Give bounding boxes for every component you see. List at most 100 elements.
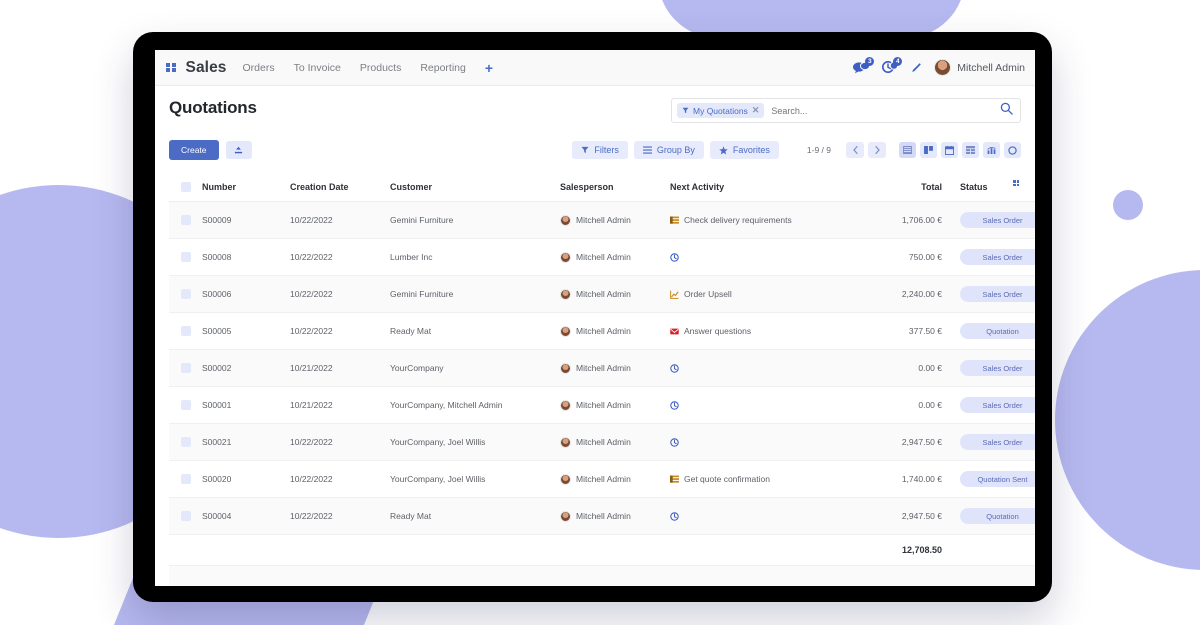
pivot-view-icon[interactable] [962,142,979,158]
add-menu-icon[interactable]: + [484,59,494,76]
column-header-number[interactable]: Number [202,173,290,202]
row-checkbox[interactable] [181,215,191,225]
app-bar-right-group: 3 4 Mitchell Admin [853,57,1025,76]
cell-creation-date: 10/22/2022 [290,460,390,498]
column-header-customer[interactable]: Customer [390,173,560,202]
row-checkbox[interactable] [181,252,191,262]
search-facet-my-quotations[interactable]: My Quotations ✕ [677,103,765,118]
cell-next-activity[interactable] [670,423,870,461]
menu-item-to-invoice[interactable]: To Invoice [293,61,341,74]
avatar [560,436,571,448]
status-badge: Sales Order [960,286,1035,302]
user-menu[interactable]: Mitchell Admin [934,59,1025,76]
status-badge: Sales Order [960,397,1035,413]
apps-grid-icon[interactable] [166,62,176,73]
user-name-label: Mitchell Admin [957,61,1025,74]
messages-icon[interactable]: 3 [853,57,875,74]
cell-next-activity[interactable]: Answer questions [670,312,870,350]
pager-next-button[interactable] [868,142,886,158]
search-facet-remove-icon[interactable]: ✕ [751,105,760,115]
list-view-icon[interactable] [899,142,916,158]
favorites-button[interactable]: Favorites [709,141,779,159]
cell-next-activity[interactable]: Get quote confirmation [670,460,870,498]
cell-salesperson: Mitchell Admin [560,312,670,350]
row-checkbox[interactable] [181,326,191,336]
messages-badge: 3 [865,57,875,66]
cell-creation-date: 10/22/2022 [290,497,390,535]
table-row[interactable]: S00008 10/22/2022 Lumber Inc Mitchell Admin… [169,238,1035,276]
row-checkbox[interactable] [181,289,191,299]
cell-total: 377.50 € [870,312,960,350]
activity-view-icon[interactable] [1004,142,1021,158]
pager-previous-button[interactable] [846,142,864,158]
filters-label: Filters [594,145,619,155]
pencil-icon[interactable] [910,62,922,74]
cell-status: Quotation [960,497,1035,535]
row-checkbox[interactable] [181,474,191,484]
status-badge: Quotation Sent [960,471,1035,487]
list-orange-icon [670,216,679,224]
create-button[interactable]: Create [169,140,219,160]
cell-next-activity[interactable] [670,386,870,424]
table-total-row: 12,708.50 [169,534,1035,566]
cell-next-activity[interactable] [670,238,870,276]
select-all-checkbox[interactable] [181,182,191,192]
table-row[interactable]: S00020 10/22/2022 YourCompany, Joel Willis… [169,460,1035,498]
graph-view-icon[interactable] [983,142,1000,158]
row-select-cell [169,460,202,498]
cell-next-activity[interactable]: Check delivery requirements [670,201,870,239]
row-select-cell [169,275,202,313]
search-bar[interactable]: My Quotations ✕ [671,98,1021,123]
group-by-button[interactable]: Group By [633,141,704,159]
column-header-status[interactable]: Status [960,173,1035,202]
menu-item-products[interactable]: Products [359,61,402,74]
calendar-view-icon[interactable] [941,142,958,158]
cell-next-activity[interactable] [670,349,870,387]
table-row[interactable]: S00001 10/21/2022 YourCompany, Mitchell Ad… [169,386,1035,424]
filters-button[interactable]: Filters [572,141,628,159]
row-checkbox[interactable] [181,363,191,373]
list-toolbar: Create Filters [169,140,1021,160]
cell-salesperson: Mitchell Admin [560,238,670,276]
cell-total: 2,240.00 € [870,275,960,313]
group-by-label: Group By [656,145,695,155]
row-checkbox[interactable] [181,437,191,447]
table-row[interactable]: S00021 10/22/2022 YourCompany, Joel Willis… [169,423,1035,461]
column-header-total[interactable]: Total [870,173,960,202]
cell-total: 750.00 € [870,238,960,276]
menu-item-reporting[interactable]: Reporting [420,61,466,74]
tablet-device-frame: Sales Orders To Invoice Products Reporti… [133,32,1052,602]
table-row[interactable]: S00006 10/22/2022 Gemini Furniture Mitchell… [169,275,1035,313]
cell-next-activity[interactable]: Order Upsell [670,275,870,313]
salesperson-name: Mitchell Admin [576,215,631,225]
search-input[interactable] [771,105,1000,116]
row-select-cell [169,386,202,424]
activities-icon[interactable]: 4 [882,57,903,74]
row-checkbox[interactable] [181,511,191,521]
column-header-salesperson[interactable]: Salesperson [560,173,670,202]
cell-number: S00004 [202,497,290,535]
search-icon[interactable] [1000,102,1013,120]
row-checkbox[interactable] [181,400,191,410]
cell-number: S00002 [202,349,290,387]
table-row[interactable]: S00009 10/22/2022 Gemini Furniture Mitchell… [169,201,1035,239]
kanban-view-icon[interactable] [920,142,937,158]
next-activity-label: Check delivery requirements [684,215,792,225]
cell-next-activity[interactable] [670,497,870,535]
cell-salesperson: Mitchell Admin [560,423,670,461]
optional-columns-toggle-icon[interactable] [1013,180,1019,186]
row-select-cell [169,201,202,239]
salesperson-name: Mitchell Admin [576,326,631,336]
cell-customer: Gemini Furniture [390,201,560,239]
table-row[interactable]: S00005 10/22/2022 Ready Mat Mitchell Admin A… [169,312,1035,350]
filter-funnel-icon [581,146,589,154]
table-row[interactable]: S00002 10/21/2022 YourCompany Mitchell Admi… [169,349,1035,387]
salesperson-name: Mitchell Admin [576,252,631,262]
upload-button[interactable] [225,141,252,159]
status-badge: Sales Order [960,212,1035,228]
column-header-next-activity[interactable]: Next Activity [670,173,870,202]
menu-item-orders[interactable]: Orders [242,61,275,74]
clock-blue-icon [670,400,679,410]
table-row[interactable]: S00004 10/22/2022 Ready Mat Mitchell Admin 2… [169,497,1035,535]
column-header-creation-date[interactable]: Creation Date [290,173,390,202]
